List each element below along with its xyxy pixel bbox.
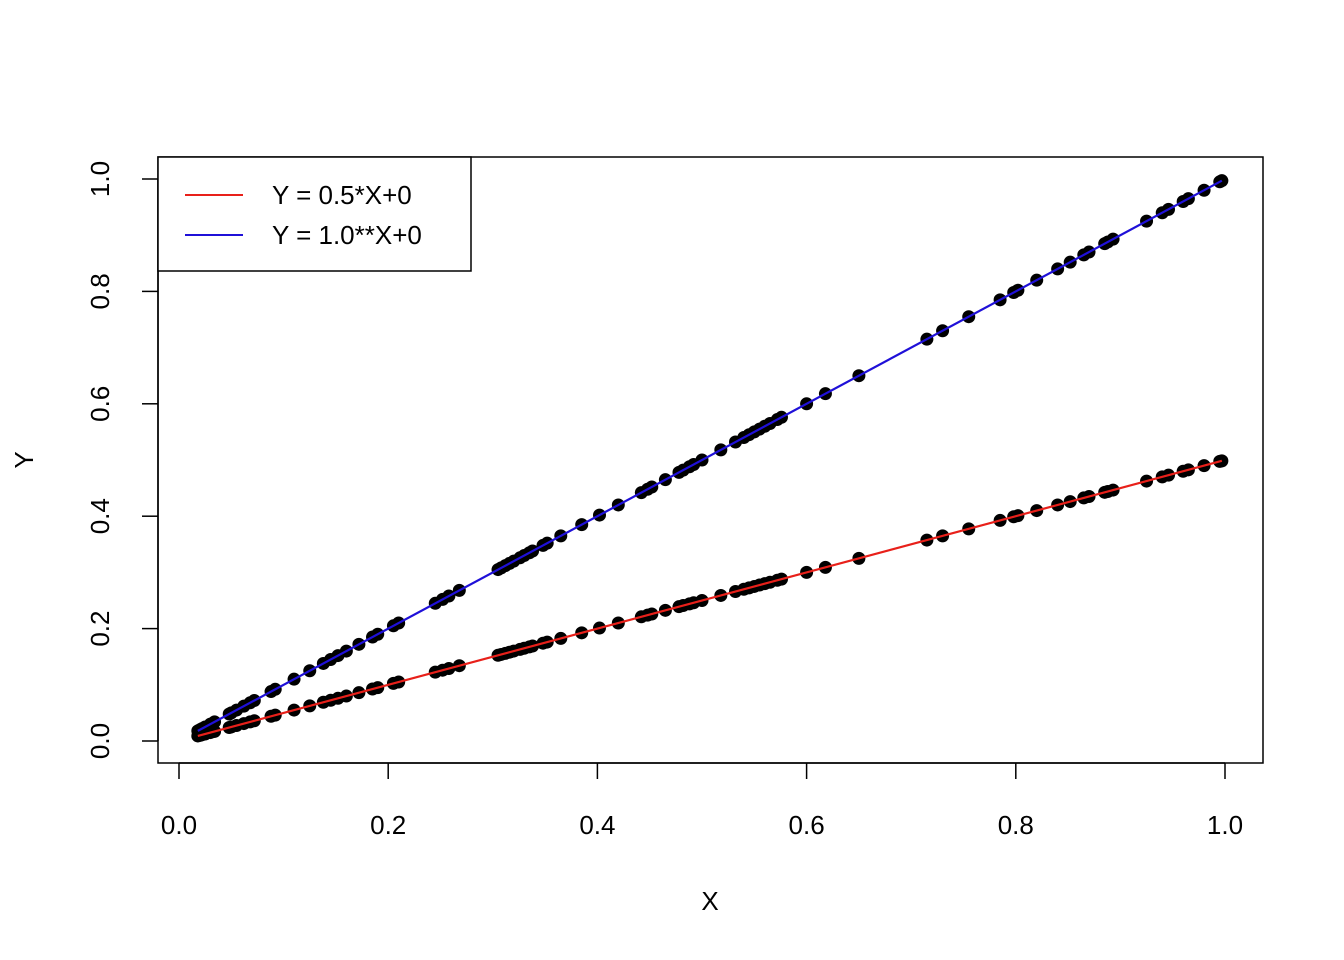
x-tick-label: 1.0	[1207, 810, 1243, 840]
legend: Y = 0.5*X+0 Y = 1.0**X+0	[157, 156, 472, 272]
legend-entry-red: Y = 0.5*X+0	[272, 180, 412, 210]
y-tick-label: 0.6	[85, 386, 115, 422]
x-tick-label: 0.2	[370, 810, 406, 840]
x-axis-label: X	[701, 886, 718, 916]
series-lines	[197, 179, 1223, 738]
y-axis-label: Y	[9, 451, 39, 468]
y-axis: 0.0 0.2 0.4 0.6 0.8 1.0	[85, 161, 159, 759]
x-tick-label: 0.8	[998, 810, 1034, 840]
x-axis: 0.0 0.2 0.4 0.6 0.8 1.0	[161, 762, 1243, 840]
series-line-red	[197, 459, 1223, 738]
y-tick-label: 0.8	[85, 273, 115, 309]
y-tick-label: 0.2	[85, 611, 115, 647]
legend-box	[157, 156, 472, 272]
x-tick-label: 0.6	[789, 810, 825, 840]
y-tick-label: 0.0	[85, 723, 115, 759]
x-tick-label: 0.0	[161, 810, 197, 840]
x-tick-label: 0.4	[579, 810, 615, 840]
y-tick-label: 1.0	[85, 161, 115, 197]
y-tick-label: 0.4	[85, 498, 115, 534]
legend-entry-blue: Y = 1.0**X+0	[272, 220, 422, 250]
series-line-blue	[197, 179, 1223, 732]
